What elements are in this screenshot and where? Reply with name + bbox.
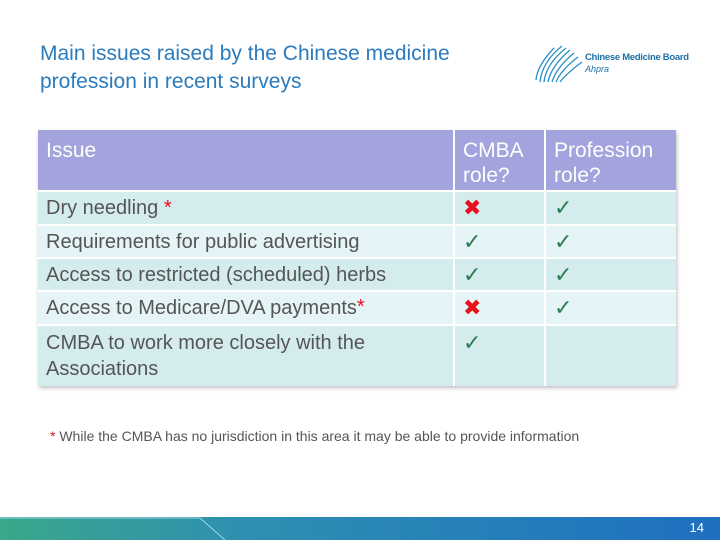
issue-cell: CMBA to work more closely with the Assoc… — [38, 326, 455, 386]
issue-text: Access to Medicare/DVA payments — [46, 297, 357, 319]
column-header: Profession role? — [546, 130, 676, 192]
cmba-cell: ✓ — [455, 226, 546, 259]
issue-cell: Requirements for public advertising — [38, 226, 455, 259]
profession-cell: ✓ — [546, 259, 676, 292]
issue-cell: Access to restricted (scheduled) herbs — [38, 259, 455, 292]
issue-text: Dry needling — [46, 197, 159, 219]
profession-cell: ✓ — [546, 192, 676, 226]
note-marker: * — [163, 197, 172, 219]
profession-cell: ✓ — [546, 226, 676, 259]
cmba-cell: ✓ — [455, 326, 546, 386]
issues-table: Issue CMBA role? Profession role? Dry ne… — [38, 130, 676, 386]
footer-decoration — [0, 517, 226, 540]
slide-title: Main issues raised by the Chinese medici… — [40, 42, 450, 93]
profession-cell — [546, 326, 676, 386]
column-header: Issue — [38, 130, 455, 192]
cmba-cell: ✓ — [455, 259, 546, 292]
logo-mark — [535, 45, 583, 83]
cmba-cell: ✖ — [455, 192, 546, 226]
issue-cell: Dry needling * — [38, 192, 455, 226]
logo-org: Ahpra — [585, 64, 610, 74]
logo-name: Chinese Medicine Board — [585, 52, 689, 63]
footnote-text: While the CMBA has no jurisdiction in th… — [59, 428, 580, 444]
cmba-cell: ✖ — [455, 292, 546, 326]
issue-cell: Access to Medicare/DVA payments * — [38, 292, 455, 326]
footnote-marker: * — [50, 428, 56, 444]
column-header: CMBA role? — [455, 130, 546, 192]
page-number: 14 — [689, 520, 704, 535]
footer-bar — [0, 517, 720, 540]
profession-cell: ✓ — [546, 292, 676, 326]
note-marker: * — [356, 296, 365, 318]
footnote: * While the CMBA has no jurisdiction in … — [50, 428, 579, 444]
